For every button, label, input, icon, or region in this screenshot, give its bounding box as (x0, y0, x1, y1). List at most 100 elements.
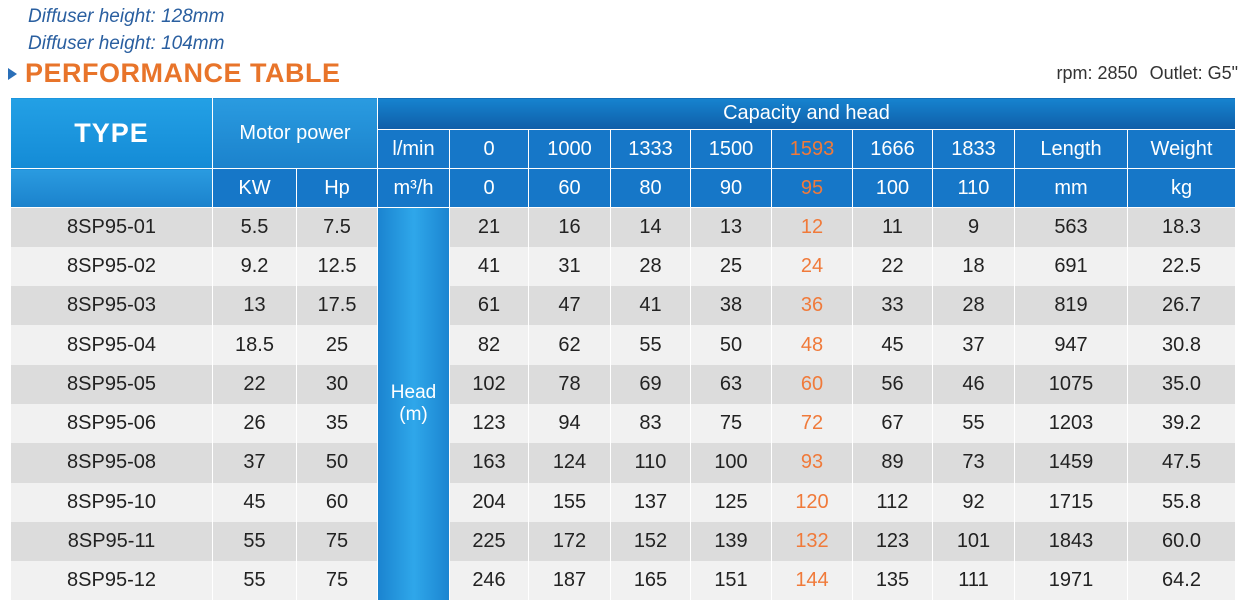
head-value-cell: 24 (771, 246, 853, 287)
type-cell: 8SP95-12 (10, 561, 213, 601)
head-value-cell: 31 (528, 246, 611, 287)
weight-cell: 18.3 (1127, 207, 1236, 247)
flow-m3h-header: 110 (932, 168, 1015, 208)
flow-lmin-header: 1593 (771, 129, 853, 169)
table-row: 8SP95-08 37 50 163 124 110 100 93 89 73 1459 47.5 (10, 443, 1236, 483)
flow-lmin-header: 1500 (690, 129, 772, 169)
length-cell: 1971 (1014, 561, 1128, 601)
length-cell: 1843 (1014, 521, 1128, 562)
head-value-cell: 152 (610, 521, 691, 562)
head-value-cell: 120 (771, 482, 853, 522)
head-value-cell: 41 (449, 246, 529, 287)
kw-cell: 26 (212, 403, 297, 444)
flow-m3h-header: 0 (449, 168, 529, 208)
head-value-cell: 163 (449, 443, 529, 483)
weight-cell: 22.5 (1127, 246, 1236, 287)
head-label: Head (390, 382, 437, 404)
length-cell: 947 (1014, 325, 1128, 365)
head-value-cell: 151 (690, 561, 772, 601)
spec-line: rpm: 2850 Outlet: G5" (1057, 63, 1238, 84)
head-value-cell: 100 (690, 443, 772, 483)
head-value-cell: 246 (449, 561, 529, 601)
kw-cell: 13 (212, 286, 297, 326)
lmin-label: l/min (377, 129, 450, 169)
kw-cell: 37 (212, 443, 297, 483)
weight-header: Weight (1127, 129, 1236, 169)
kw-cell: 9.2 (212, 246, 297, 287)
head-value-cell: 45 (852, 325, 933, 365)
head-value-cell: 16 (528, 207, 611, 247)
motor-power-header: Motor power (212, 97, 378, 169)
head-value-cell: 78 (528, 364, 611, 404)
weight-cell: 39.2 (1127, 403, 1236, 444)
hp-cell: 75 (296, 521, 378, 562)
head-value-cell: 60 (771, 364, 853, 404)
head-value-cell: 22 (852, 246, 933, 287)
head-value-cell: 38 (690, 286, 772, 326)
flow-m3h-header: 100 (852, 168, 933, 208)
table-body: 8SP95-01 5.5 7.5 Head (m) 21 16 14 13 12 11 9 563 18.… (10, 207, 1236, 601)
kw-cell: 55 (212, 521, 297, 562)
head-value-cell: 137 (610, 482, 691, 522)
head-value-cell: 62 (528, 325, 611, 365)
length-cell: 1075 (1014, 364, 1128, 404)
type-cell: 8SP95-06 (10, 403, 213, 444)
head-value-cell: 110 (610, 443, 691, 483)
head-value-cell: 55 (610, 325, 691, 365)
flow-lmin-header: 1833 (932, 129, 1015, 169)
diffuser-note-2: Diffuser height: 104mm (28, 33, 225, 54)
flow-lmin-header: 1000 (528, 129, 611, 169)
head-value-cell: 112 (852, 482, 933, 522)
flow-lmin-header: 1666 (852, 129, 933, 169)
head-value-cell: 46 (932, 364, 1015, 404)
type-cell: 8SP95-05 (10, 364, 213, 404)
head-label-cell: Head (m) (377, 207, 450, 601)
length-header: Length (1014, 129, 1128, 169)
flow-m3h-header: 90 (690, 168, 772, 208)
head-value-cell: 102 (449, 364, 529, 404)
type-cell: 8SP95-02 (10, 246, 213, 287)
head-value-cell: 25 (690, 246, 772, 287)
flow-lmin-header: 1333 (610, 129, 691, 169)
kw-header: KW (212, 168, 297, 208)
head-value-cell: 155 (528, 482, 611, 522)
table-row: 8SP95-04 18.5 25 82 62 55 50 48 45 37 947 30.8 (10, 325, 1236, 365)
type-header: TYPE (10, 97, 213, 169)
head-value-cell: 144 (771, 561, 853, 601)
head-value-cell: 12 (771, 207, 853, 247)
flow-m3h-header: 95 (771, 168, 853, 208)
head-value-cell: 14 (610, 207, 691, 247)
head-value-cell: 83 (610, 403, 691, 444)
head-value-cell: 61 (449, 286, 529, 326)
outlet-label: Outlet: G5" (1149, 63, 1238, 83)
head-value-cell: 125 (690, 482, 772, 522)
head-value-cell: 111 (932, 561, 1015, 601)
head-value-cell: 47 (528, 286, 611, 326)
head-value-cell: 28 (932, 286, 1015, 326)
head-value-cell: 132 (771, 521, 853, 562)
kg-header: kg (1127, 168, 1236, 208)
head-value-cell: 28 (610, 246, 691, 287)
head-unit-label: (m) (399, 404, 428, 426)
table-row: 8SP95-11 55 75 225 172 152 139 132 123 101 1843 60.… (10, 521, 1236, 562)
hp-cell: 50 (296, 443, 378, 483)
head-value-cell: 101 (932, 521, 1015, 562)
capacity-head-header: Capacity and head (377, 97, 1236, 130)
head-value-cell: 13 (690, 207, 772, 247)
weight-cell: 47.5 (1127, 443, 1236, 483)
table-row: 8SP95-06 26 35 123 94 83 75 72 67 55 1203 39.2 (10, 403, 1236, 444)
head-value-cell: 33 (852, 286, 933, 326)
head-value-cell: 89 (852, 443, 933, 483)
head-value-cell: 55 (932, 403, 1015, 444)
kw-cell: 22 (212, 364, 297, 404)
flow-m3h-header: 80 (610, 168, 691, 208)
diffuser-note-1: Diffuser height: 128mm (28, 6, 225, 27)
head-value-cell: 82 (449, 325, 529, 365)
head-value-cell: 75 (690, 403, 772, 444)
head-value-cell: 94 (528, 403, 611, 444)
head-value-cell: 36 (771, 286, 853, 326)
head-value-cell: 139 (690, 521, 772, 562)
head-value-cell: 204 (449, 482, 529, 522)
hp-cell: 25 (296, 325, 378, 365)
type-cell: 8SP95-01 (10, 207, 213, 247)
